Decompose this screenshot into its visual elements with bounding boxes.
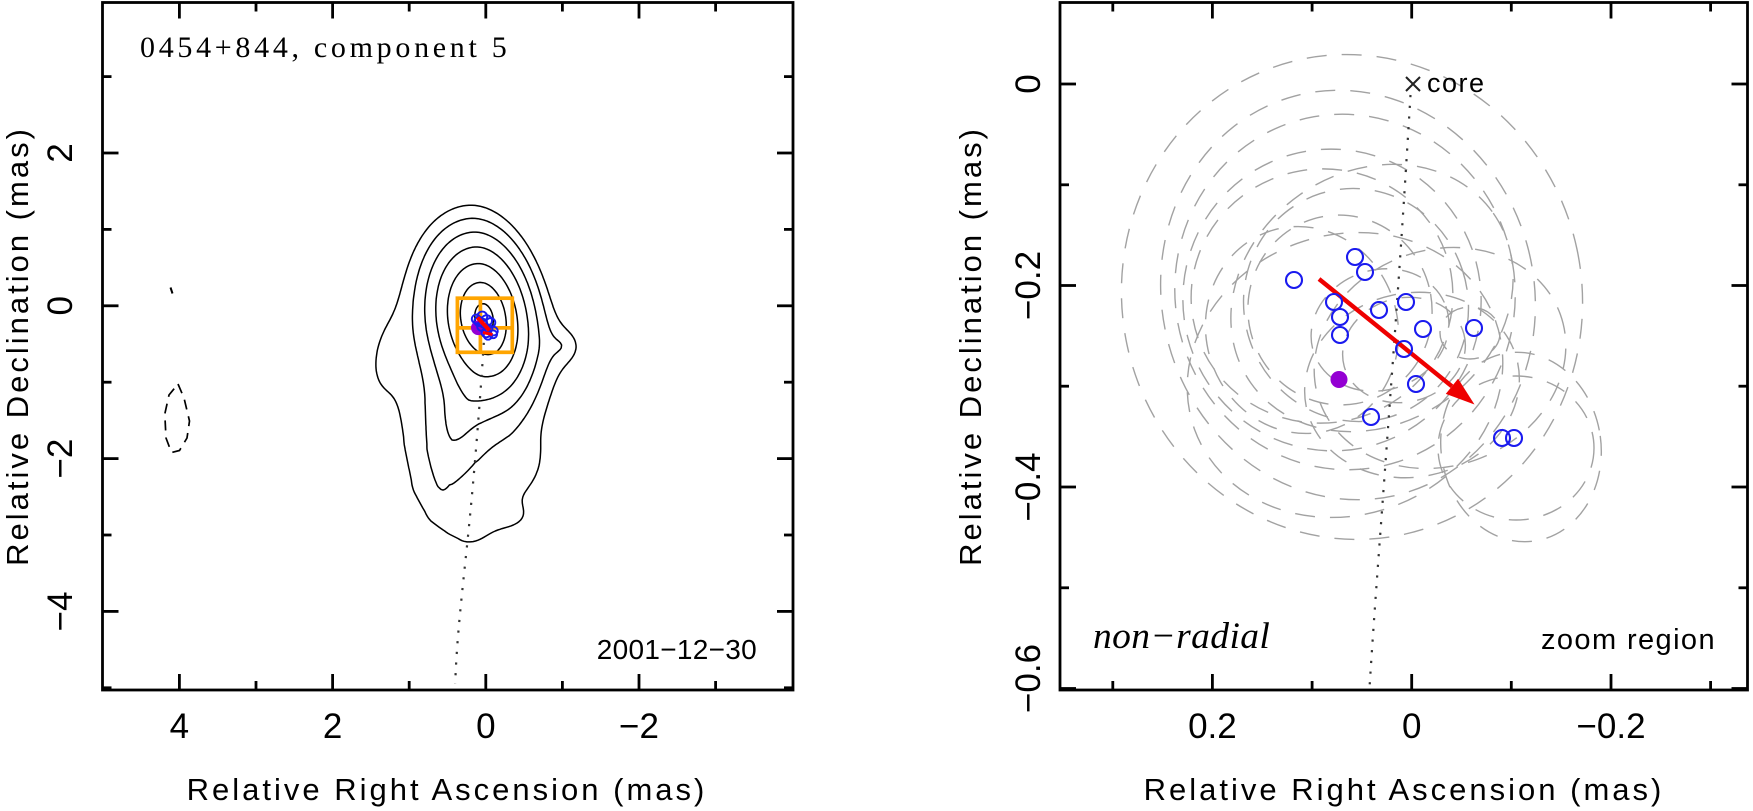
svg-text:−2: −2 (619, 707, 659, 746)
svg-text:non−radial: non−radial (1093, 616, 1270, 657)
svg-text:Relative Right Ascension (mas): Relative Right Ascension (mas) (187, 772, 708, 807)
svg-text:zoom region: zoom region (1541, 624, 1716, 656)
svg-text:0.2: 0.2 (1188, 707, 1237, 746)
svg-text:core: core (1427, 68, 1486, 98)
svg-text:2: 2 (323, 707, 342, 746)
svg-text:Relative Declination (mas): Relative Declination (mas) (0, 126, 35, 566)
svg-text:−2: −2 (41, 439, 80, 479)
svg-text:0: 0 (1402, 707, 1421, 746)
svg-text:2001−12−30: 2001−12−30 (597, 634, 757, 665)
svg-text:Relative Declination (mas): Relative Declination (mas) (953, 126, 988, 566)
svg-text:−0.2: −0.2 (1009, 251, 1048, 320)
svg-text:2: 2 (41, 143, 80, 162)
svg-text:0: 0 (41, 296, 80, 315)
svg-text:−0.4: −0.4 (1009, 452, 1048, 521)
svg-text:4: 4 (170, 707, 189, 746)
svg-text:−4: −4 (41, 591, 80, 631)
svg-text:−0.2: −0.2 (1576, 707, 1645, 746)
svg-text:0: 0 (476, 707, 495, 746)
svg-text:0: 0 (1009, 74, 1048, 93)
svg-text:0454+844, component 5: 0454+844, component 5 (140, 31, 510, 64)
svg-text:Relative Right Ascension (mas): Relative Right Ascension (mas) (1144, 772, 1665, 807)
svg-text:−0.6: −0.6 (1009, 644, 1048, 713)
